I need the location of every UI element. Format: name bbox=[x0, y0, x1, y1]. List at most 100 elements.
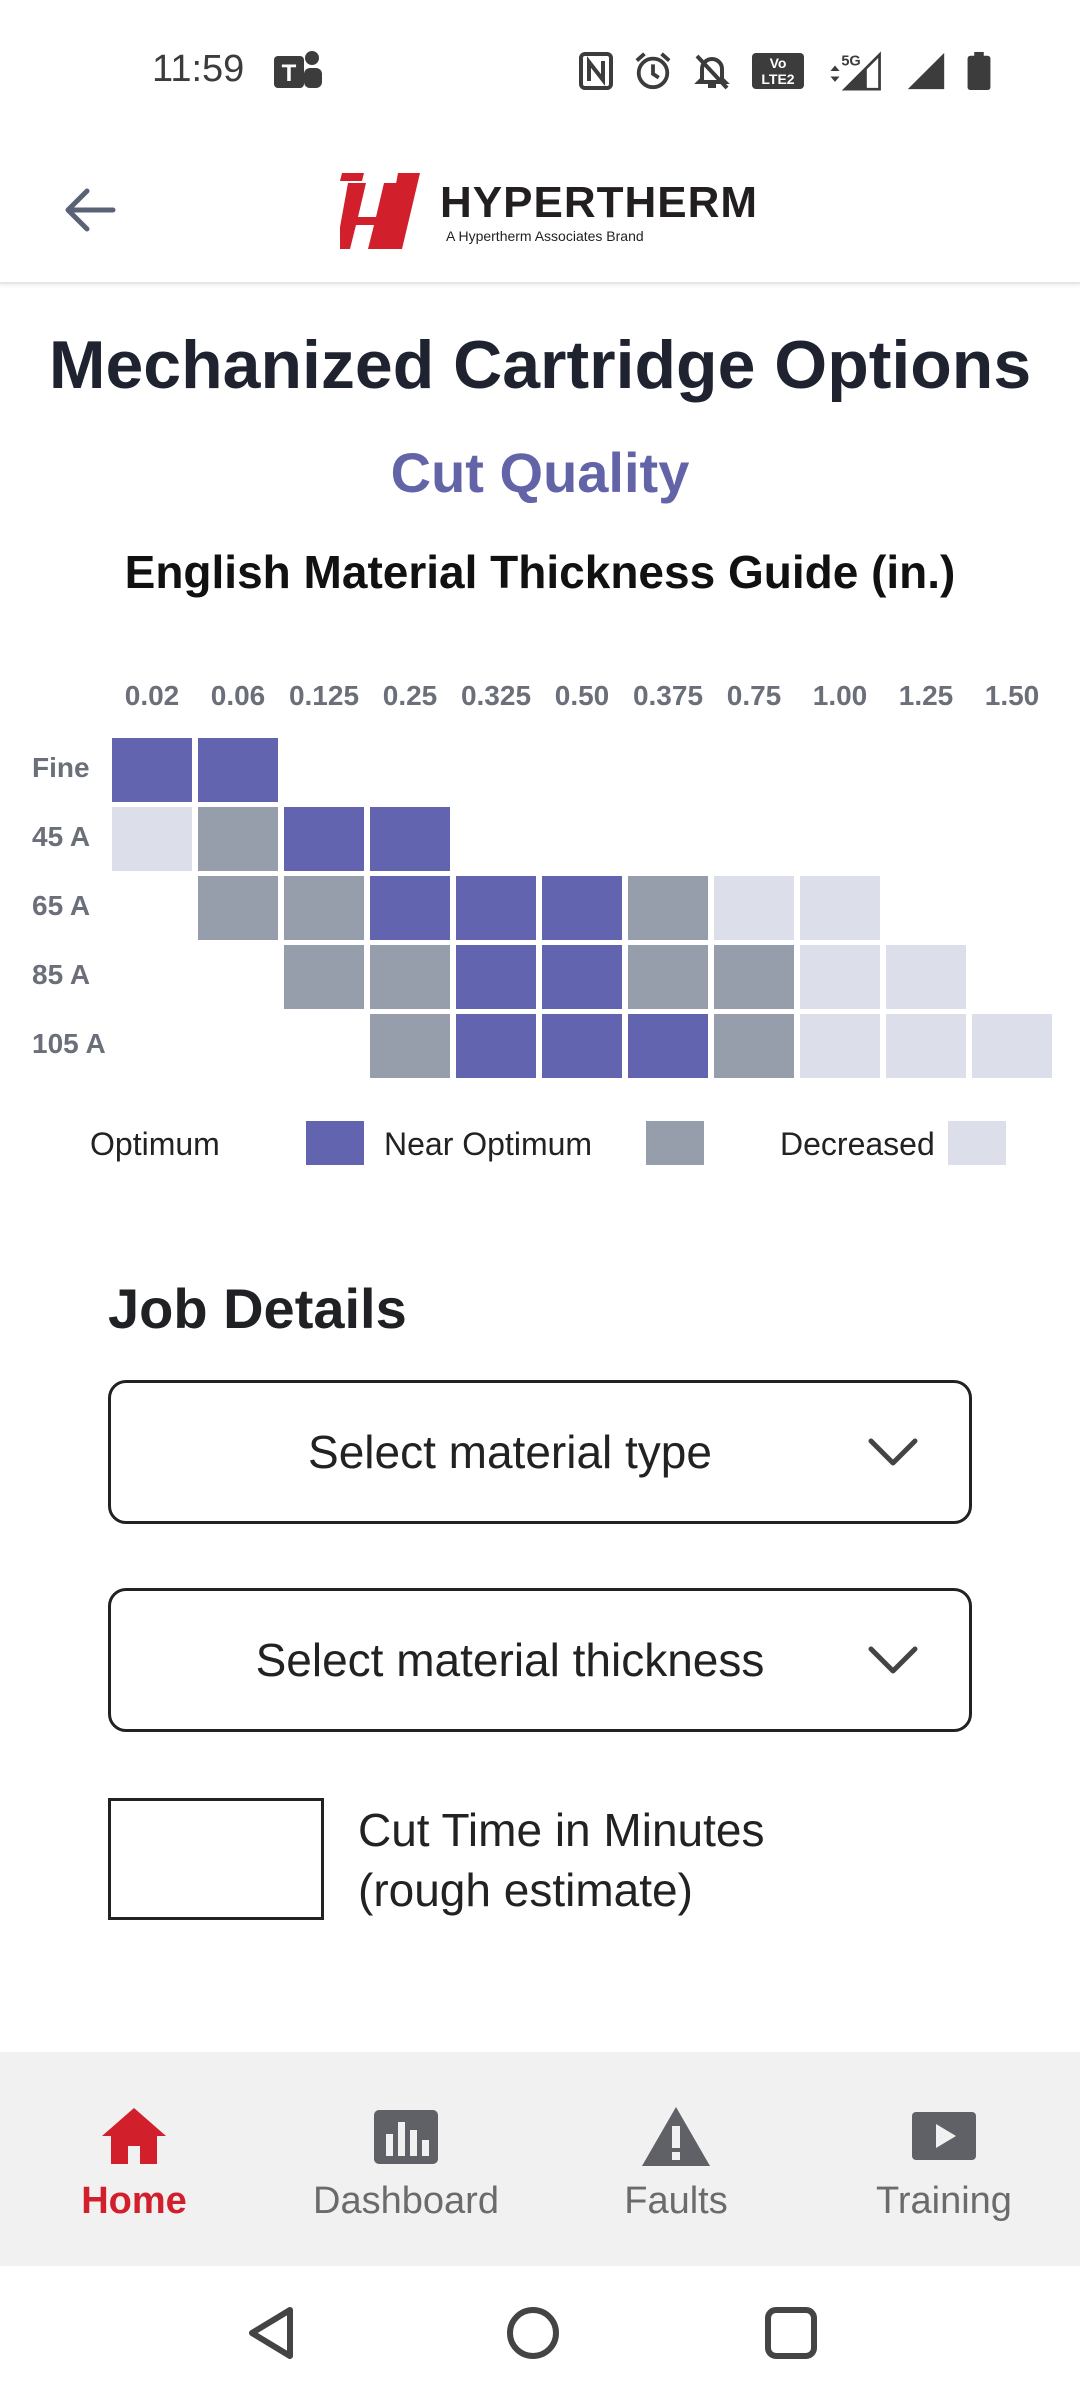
legend-swatch-optimum bbox=[306, 1121, 364, 1165]
chart-cell bbox=[800, 945, 880, 1009]
chart-cell bbox=[370, 1014, 450, 1078]
chevron-down-icon bbox=[868, 1438, 918, 1466]
chart-cell bbox=[370, 945, 450, 1009]
chart-cell bbox=[198, 807, 278, 871]
page-title: Mechanized Cartridge Options bbox=[48, 327, 1032, 403]
guide-title: English Material Thickness Guide (in.) bbox=[124, 546, 956, 598]
row-label: Fine bbox=[32, 752, 90, 783]
chart-cell bbox=[714, 876, 794, 940]
chart-cell bbox=[628, 1014, 708, 1078]
material-type-placeholder: Select material type bbox=[308, 1426, 712, 1478]
nav-item-dashboard[interactable]: Dashboard bbox=[296, 2104, 516, 2234]
svg-text:Vo: Vo bbox=[770, 55, 787, 71]
column-label: 0.02 bbox=[124, 680, 180, 711]
svg-text:T: T bbox=[282, 60, 297, 87]
legend-label-near-optimum: Near Optimum bbox=[384, 1126, 593, 1162]
hypertherm-logo: HYPERTHERM A Hypertherm Associates Brand bbox=[340, 158, 758, 266]
chart-cell bbox=[800, 876, 880, 940]
cut-time-input[interactable] bbox=[108, 1798, 324, 1920]
thickness-chart: 0.02 0.06 0.125 0.25 0.325 0.50 0.375 0.75 1.00 1… bbox=[0, 680, 1080, 1100]
cut-time-label-line1: Cut Time in Minutes bbox=[358, 1804, 765, 1856]
chart-cell bbox=[284, 807, 364, 871]
app-header: HYPERTHERM A Hypertherm Associates Brand bbox=[0, 140, 1080, 284]
legend-label-decreased: Decreased bbox=[780, 1126, 935, 1162]
chart-cell bbox=[628, 876, 708, 940]
bottom-navigation: Home Dashboard Faults Training bbox=[0, 2052, 1080, 2266]
material-thickness-placeholder: Select material thickness bbox=[255, 1634, 765, 1686]
status-bar: 11:59 T Vo LTE2 5G bbox=[0, 0, 1080, 140]
nav-item-home[interactable]: Home bbox=[24, 2104, 244, 2234]
chart-cell bbox=[198, 876, 278, 940]
chevron-down-icon bbox=[868, 1646, 918, 1674]
cut-time-label-line2: (rough estimate) bbox=[358, 1864, 693, 1916]
column-label: 0.50 bbox=[554, 680, 610, 711]
nav-label-home: Home bbox=[81, 2180, 187, 2222]
dashboard-icon bbox=[374, 2110, 438, 2164]
hypertherm-logo-mark-icon bbox=[340, 173, 420, 249]
column-label: 0.325 bbox=[460, 680, 532, 711]
chart-cell bbox=[284, 876, 364, 940]
chart-cell bbox=[456, 1014, 536, 1078]
material-type-select[interactable]: Select material type bbox=[108, 1380, 972, 1524]
nav-label-dashboard: Dashboard bbox=[313, 2180, 499, 2222]
status-time: 11:59 bbox=[152, 48, 245, 90]
nav-label-faults: Faults bbox=[624, 2180, 728, 2222]
chart-cell bbox=[714, 1014, 794, 1078]
job-details-title: Job Details bbox=[108, 1277, 407, 1340]
chart-cell bbox=[370, 807, 450, 871]
nav-label-training: Training bbox=[876, 2180, 1012, 2222]
material-thickness-select[interactable]: Select material thickness bbox=[108, 1588, 972, 1732]
system-navigation bbox=[0, 2266, 1080, 2400]
volte-icon: Vo LTE2 bbox=[752, 53, 804, 89]
chart-cell bbox=[800, 1014, 880, 1078]
brand-name: HYPERTHERM bbox=[440, 178, 759, 227]
system-home-icon[interactable] bbox=[498, 2298, 568, 2368]
chart-cell bbox=[112, 738, 192, 802]
column-label: 1.00 bbox=[812, 680, 868, 711]
column-label: 0.125 bbox=[288, 680, 360, 711]
nav-item-training[interactable]: Training bbox=[834, 2104, 1054, 2234]
mute-icon bbox=[694, 54, 730, 90]
row-label: 85 A bbox=[32, 959, 91, 990]
nfc-icon bbox=[579, 52, 613, 90]
5g-signal-icon: 5G bbox=[830, 51, 881, 91]
row-label: 65 A bbox=[32, 890, 91, 921]
chart-cell bbox=[284, 945, 364, 1009]
arrow-left-icon bbox=[65, 188, 116, 232]
svg-text:5G: 5G bbox=[841, 54, 860, 70]
play-icon bbox=[912, 2112, 976, 2160]
column-label: 1.25 bbox=[898, 680, 954, 711]
back-button[interactable] bbox=[50, 170, 130, 250]
legend-swatch-decreased bbox=[948, 1121, 1006, 1165]
chart-cell bbox=[542, 876, 622, 940]
status-icons: Vo LTE2 5G bbox=[578, 48, 992, 94]
chart-cell bbox=[542, 1014, 622, 1078]
row-label: 105 A bbox=[32, 1028, 106, 1059]
svg-text:LTE2: LTE2 bbox=[761, 71, 794, 87]
battery-icon bbox=[967, 51, 991, 91]
chart-cell bbox=[370, 876, 450, 940]
brand-tagline: A Hypertherm Associates Brand bbox=[446, 228, 644, 244]
system-back-icon[interactable] bbox=[238, 2298, 308, 2368]
chart-cell bbox=[714, 945, 794, 1009]
column-label: 1.50 bbox=[984, 680, 1040, 711]
signal-icon bbox=[907, 52, 945, 90]
legend-label-optimum: Optimum bbox=[90, 1126, 220, 1162]
chart-cell bbox=[456, 876, 536, 940]
chart-cell bbox=[886, 1014, 966, 1078]
chart-cell bbox=[972, 1014, 1052, 1078]
chart-cell bbox=[198, 738, 278, 802]
row-label: 45 A bbox=[32, 821, 91, 852]
chart-cell bbox=[886, 945, 966, 1009]
nav-item-faults[interactable]: Faults bbox=[566, 2104, 786, 2234]
chart-cell bbox=[112, 807, 192, 871]
cut-time-label: Cut Time in Minutes (rough estimate) bbox=[358, 1800, 764, 1920]
home-icon bbox=[102, 2108, 166, 2164]
column-label: 0.06 bbox=[210, 680, 266, 711]
chart-cell bbox=[628, 945, 708, 1009]
alarm-icon bbox=[635, 52, 671, 90]
column-label: 0.25 bbox=[382, 680, 438, 711]
legend-swatch-near-optimum bbox=[646, 1121, 704, 1165]
system-recents-icon[interactable] bbox=[756, 2298, 826, 2368]
teams-icon: T bbox=[274, 51, 322, 88]
